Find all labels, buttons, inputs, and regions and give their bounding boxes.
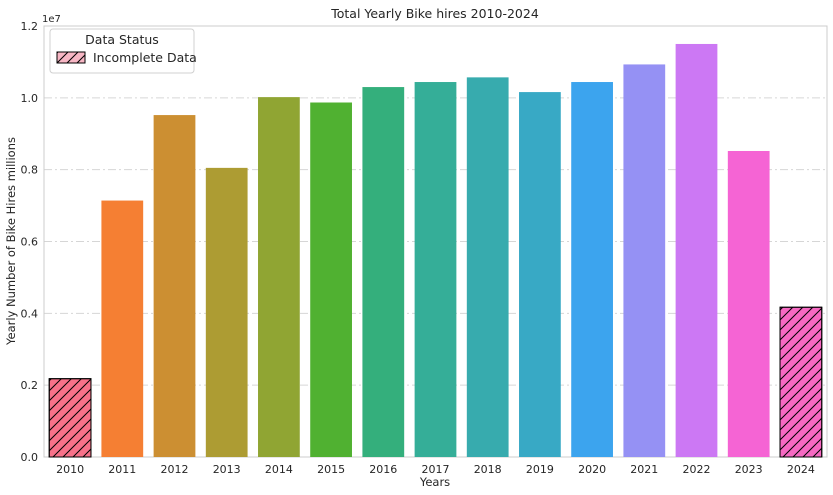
legend-title: Data Status xyxy=(85,32,159,47)
bar-2021 xyxy=(623,64,666,457)
x-tick-label: 2021 xyxy=(630,463,658,476)
bar-2012 xyxy=(153,115,196,457)
y-tick-label: 0.6 xyxy=(21,236,39,249)
bars-group xyxy=(48,43,823,458)
bar-hatch-2024 xyxy=(779,306,823,458)
bar-2013 xyxy=(205,167,248,457)
x-tick-label: 2020 xyxy=(578,463,606,476)
x-tick-label: 2010 xyxy=(56,463,84,476)
x-tick-label: 2013 xyxy=(213,463,241,476)
y-axis-offset-label: 1e7 xyxy=(42,14,61,25)
bar-2018 xyxy=(466,77,509,457)
y-tick-label: 0.0 xyxy=(21,451,39,464)
y-tick-label: 0.2 xyxy=(21,379,39,392)
legend-swatch-hatch xyxy=(56,51,86,64)
x-tick-label: 2012 xyxy=(161,463,189,476)
x-tick-label: 2014 xyxy=(265,463,293,476)
x-tick-label: 2019 xyxy=(526,463,554,476)
bar-2022 xyxy=(675,43,718,457)
bar-2015 xyxy=(310,102,352,457)
bar-2011 xyxy=(101,200,144,457)
x-tick-label: 2024 xyxy=(787,463,815,476)
bar-2023 xyxy=(727,150,770,458)
legend-label-incomplete: Incomplete Data xyxy=(93,50,197,65)
bar-2014 xyxy=(258,97,300,458)
y-tick-label: 1.2 xyxy=(21,20,39,33)
bar-2020 xyxy=(571,82,613,457)
legend: Data Status Incomplete Data xyxy=(49,28,197,74)
x-tick-label: 2016 xyxy=(369,463,397,476)
x-tick-label: 2017 xyxy=(422,463,450,476)
x-axis-label: Years xyxy=(419,475,450,489)
x-tick-label: 2022 xyxy=(683,463,711,476)
bar-2016 xyxy=(362,87,405,457)
y-tick-label: 0.8 xyxy=(21,164,39,177)
x-axis-ticks: 2010 2011 2012 2013 2014 2015 2016 2017 2018 2019… xyxy=(56,463,815,476)
legend-box xyxy=(49,28,195,74)
x-tick-label: 2023 xyxy=(735,463,763,476)
chart-title: Total Yearly Bike hires 2010-2024 xyxy=(330,6,539,21)
x-tick-label: 2011 xyxy=(108,463,136,476)
y-tick-label: 0.4 xyxy=(21,307,39,320)
y-axis-label: Yearly Number of Bike Hires millions xyxy=(4,137,18,346)
bar-2019 xyxy=(519,92,561,457)
y-axis-ticks: 0.0 0.2 0.4 0.6 0.8 1.0 1.2 xyxy=(21,20,39,464)
x-tick-label: 2015 xyxy=(317,463,345,476)
y-tick-label: 1.0 xyxy=(21,92,39,105)
x-tick-label: 2018 xyxy=(474,463,502,476)
bar-2017 xyxy=(414,82,457,457)
bar-hatch-2010 xyxy=(48,378,92,458)
